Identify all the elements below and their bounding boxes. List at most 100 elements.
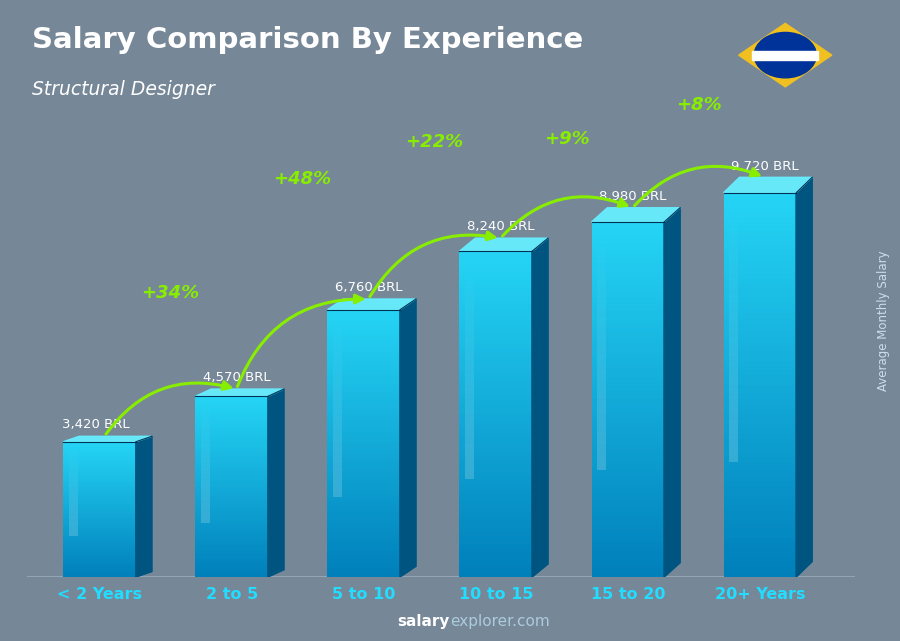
Bar [328,447,400,450]
Bar [591,262,664,266]
Bar [202,499,210,503]
Text: salary: salary [398,615,450,629]
Bar [195,538,268,541]
Bar [195,470,268,473]
Bar [195,466,268,469]
Bar [195,503,268,504]
Bar [591,337,664,342]
Polygon shape [136,437,152,577]
Bar [724,394,796,399]
Bar [460,267,532,272]
Bar [195,475,268,478]
Bar [724,288,796,294]
Bar [328,393,400,397]
Bar [460,524,532,528]
Bar [202,503,210,507]
Bar [598,440,606,447]
Text: explorer.com: explorer.com [450,615,550,629]
Bar [333,428,342,433]
Bar [598,401,606,409]
Bar [63,553,136,555]
Bar [69,472,77,475]
Text: +9%: +9% [544,131,590,149]
Bar [333,462,342,468]
Bar [460,549,532,553]
Bar [333,352,342,358]
Bar [724,332,796,337]
Bar [724,226,796,231]
Bar [724,260,796,265]
Bar [591,479,664,484]
Bar [333,375,342,381]
Bar [724,467,796,471]
Bar [63,555,136,556]
Bar [460,341,532,345]
Bar [328,320,400,323]
Bar [729,437,738,445]
Bar [460,373,532,378]
Bar [460,337,532,341]
Bar [63,518,136,519]
Bar [724,269,796,274]
Bar [460,296,532,300]
Bar [729,345,738,353]
Bar [729,337,738,345]
Bar [195,439,268,442]
Bar [591,258,664,262]
Bar [591,324,664,328]
Bar [333,456,342,462]
Bar [333,363,342,369]
Bar [69,510,77,513]
Bar [724,510,796,515]
Bar [591,288,664,293]
Bar [591,550,664,554]
Bar [63,444,136,445]
Bar [328,540,400,544]
Bar [591,297,664,302]
Bar [598,455,606,463]
Bar [724,342,796,346]
Bar [63,560,136,562]
Bar [591,373,664,378]
Bar [729,428,738,437]
Bar [328,326,400,329]
Bar [465,324,474,331]
Bar [328,390,400,393]
Polygon shape [591,208,680,222]
Bar [724,303,796,308]
Bar [460,565,532,569]
Bar [591,222,664,226]
Bar [202,437,210,440]
Polygon shape [664,208,680,577]
Bar [460,320,532,324]
Bar [195,487,268,489]
Bar [69,466,77,469]
Bar [724,217,796,222]
Bar [598,447,606,455]
Bar [724,544,796,548]
Bar [591,342,664,346]
Bar [328,343,400,346]
Bar [460,553,532,556]
Bar [195,414,268,417]
Bar [202,483,210,488]
Bar [328,329,400,333]
Bar [598,409,606,417]
Bar [195,442,268,444]
Bar [591,510,664,515]
Bar [195,405,268,408]
Bar [598,394,606,401]
Bar [729,221,738,229]
Bar [724,241,796,246]
Bar [465,373,474,380]
Text: 8,240 BRL: 8,240 BRL [467,221,535,233]
Bar [195,448,268,451]
Bar [460,471,532,475]
Bar [465,366,474,373]
Bar [460,272,532,276]
Bar [69,522,77,524]
Bar [460,333,532,337]
Bar [591,422,664,426]
Bar [591,533,664,537]
Bar [460,569,532,573]
